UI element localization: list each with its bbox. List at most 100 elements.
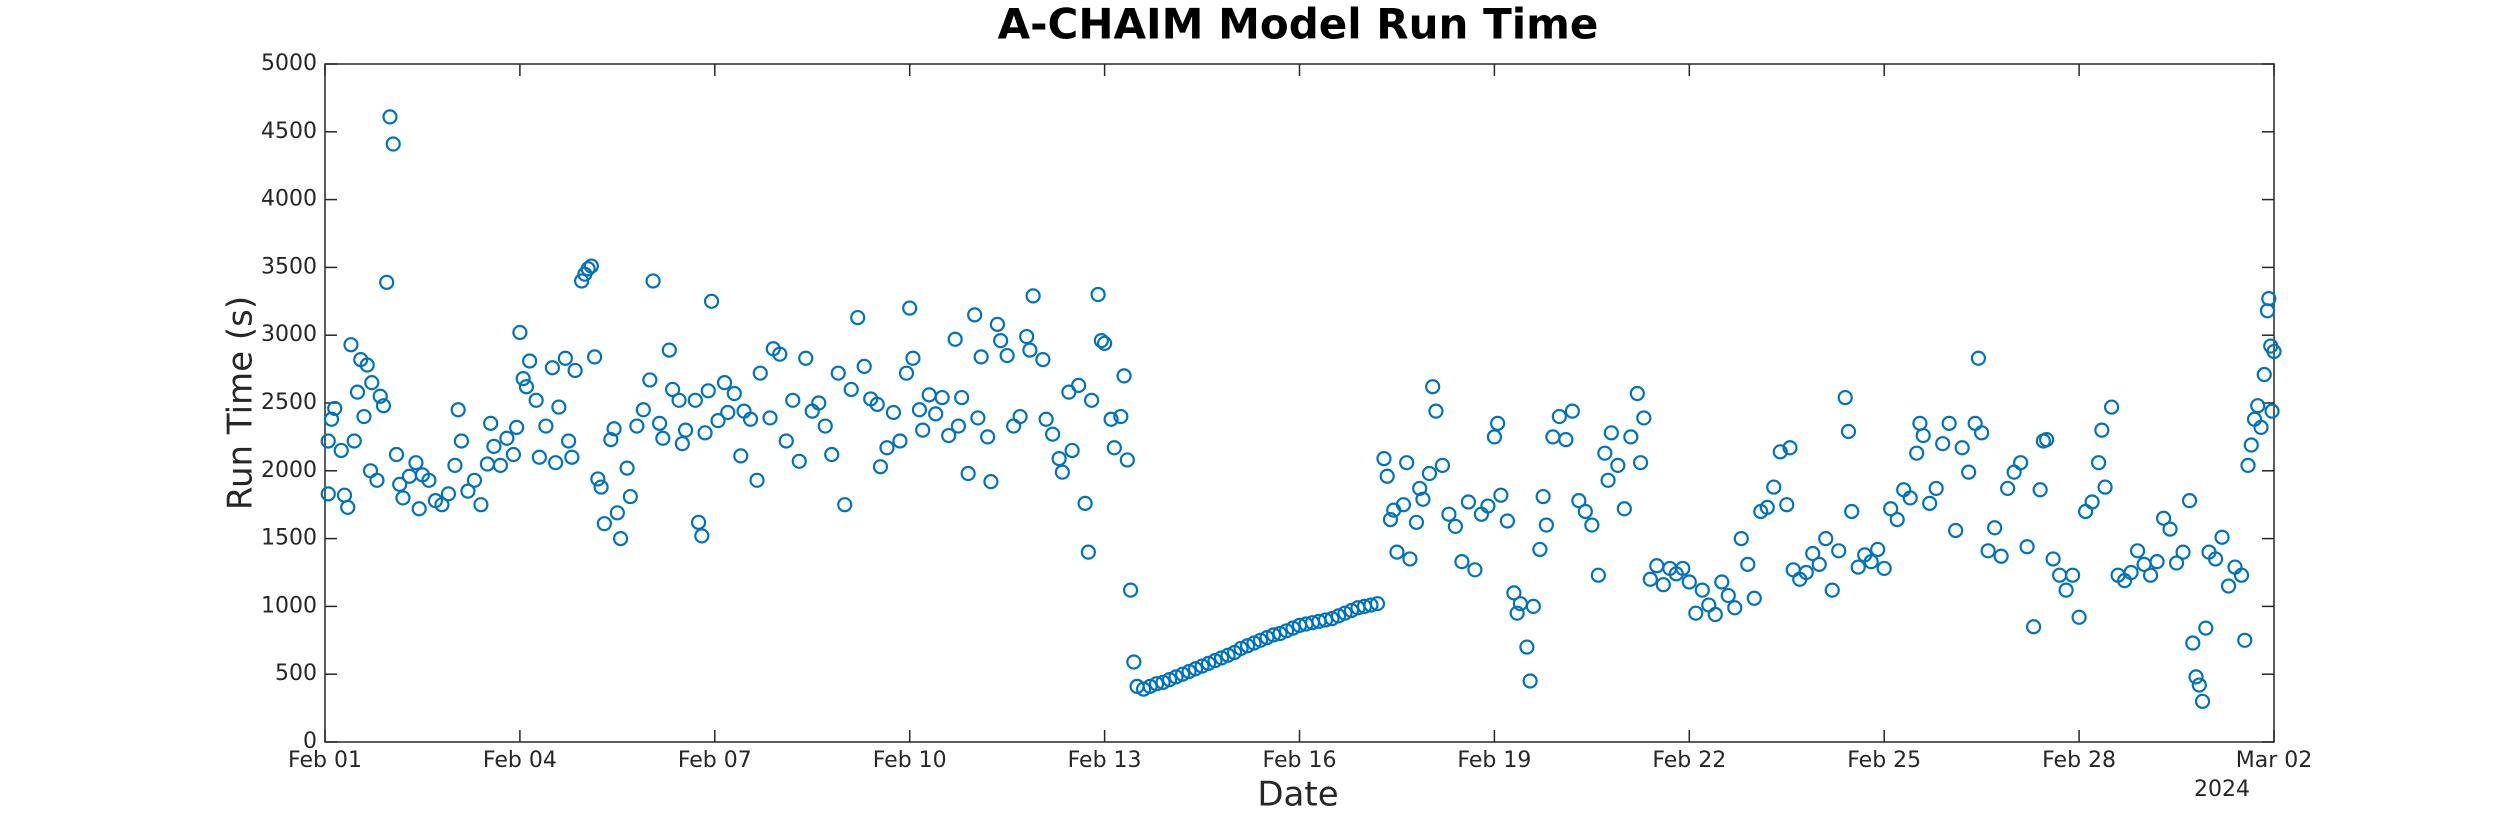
data-point	[911, 402, 928, 418]
data-point	[1961, 464, 1977, 480]
data-point	[622, 488, 638, 505]
data-point	[2077, 503, 2094, 520]
data-point	[1980, 543, 1996, 559]
data-point	[970, 410, 986, 426]
data-point	[1733, 530, 1749, 547]
data-point	[869, 396, 885, 412]
data-point	[2045, 551, 2061, 567]
data-point	[2259, 303, 2276, 319]
data-point	[1941, 415, 1957, 431]
data-point	[1045, 426, 1061, 442]
data-point	[1106, 440, 1122, 456]
data-point	[1610, 457, 1626, 473]
data-point	[343, 337, 359, 353]
data-point	[1454, 554, 1470, 570]
data-point	[609, 505, 625, 521]
data-point	[548, 455, 564, 471]
data-point	[2220, 578, 2237, 594]
data-point	[2162, 521, 2178, 537]
data-point	[1954, 440, 1970, 456]
data-point	[703, 293, 720, 309]
data-point	[564, 449, 580, 465]
data-point	[2019, 539, 2035, 555]
data-point	[1632, 455, 1649, 471]
data-point	[950, 418, 967, 434]
data-point	[1064, 442, 1080, 459]
data-point	[1863, 554, 1879, 570]
data-point	[320, 486, 336, 502]
data-point	[2181, 493, 2198, 509]
data-point	[1490, 415, 1506, 431]
data-point	[967, 307, 983, 323]
data-point	[824, 446, 840, 463]
data-point	[1389, 544, 1405, 560]
data-point	[710, 413, 726, 429]
data-point	[450, 402, 466, 418]
data-point	[798, 350, 814, 366]
y-tick-label: 4000	[261, 187, 317, 212]
data-point	[1623, 429, 1639, 445]
data-point	[1701, 597, 1717, 613]
data-point	[905, 350, 921, 366]
data-point	[2250, 398, 2266, 414]
data-point	[2188, 669, 2204, 685]
data-point	[364, 375, 380, 391]
data-point	[1915, 427, 1931, 444]
data-point	[2253, 419, 2269, 436]
data-point	[885, 404, 902, 421]
data-point	[752, 365, 768, 381]
data-point	[2261, 290, 2277, 307]
data-point	[1649, 558, 1665, 574]
data-point	[1948, 522, 1964, 539]
data-point	[544, 360, 560, 376]
data-point	[1597, 445, 1613, 461]
data-point	[1902, 490, 1918, 506]
data-point	[392, 476, 408, 492]
data-point	[2264, 403, 2280, 419]
data-point	[1460, 494, 1477, 510]
x-axis-label: Date	[1257, 775, 1338, 815]
data-point	[612, 530, 629, 547]
data-point	[2214, 529, 2230, 545]
data-point	[460, 483, 476, 499]
y-tick-label: 3500	[261, 254, 317, 279]
data-point	[538, 418, 554, 434]
data-point	[1740, 556, 1756, 572]
data-point	[1974, 425, 1990, 441]
x-tick-label: Feb 10	[873, 748, 947, 773]
data-point	[2194, 693, 2211, 709]
x-tick-label: Feb 07	[678, 748, 752, 773]
data-point	[830, 365, 846, 381]
data-point	[1811, 556, 1827, 572]
data-point	[850, 309, 866, 326]
data-point	[1408, 514, 1425, 530]
data-point	[1096, 335, 1113, 351]
data-point	[2243, 437, 2259, 453]
data-point	[1522, 673, 1538, 689]
data-point	[1840, 423, 1857, 440]
data-point	[512, 324, 528, 341]
data-point	[749, 472, 765, 488]
data-point	[843, 381, 859, 398]
x-tick-label: Feb 22	[1652, 748, 1726, 773]
data-point	[1616, 501, 1632, 517]
data-point	[1912, 415, 1928, 431]
data-point	[716, 375, 733, 391]
data-point	[635, 402, 651, 418]
data-point	[1993, 548, 2009, 564]
data-point	[1558, 432, 1574, 448]
data-point	[772, 346, 788, 362]
data-point	[2149, 554, 2165, 570]
data-point	[1395, 497, 1412, 513]
data-point	[1571, 493, 1587, 509]
data-point	[1025, 288, 1041, 304]
data-point	[697, 425, 713, 441]
data-point	[1090, 286, 1106, 303]
data-point	[2103, 399, 2120, 415]
data-point	[1967, 415, 1983, 431]
data-point	[915, 422, 931, 438]
data-point	[349, 384, 366, 400]
data-point	[522, 353, 538, 369]
data-point	[567, 362, 583, 379]
